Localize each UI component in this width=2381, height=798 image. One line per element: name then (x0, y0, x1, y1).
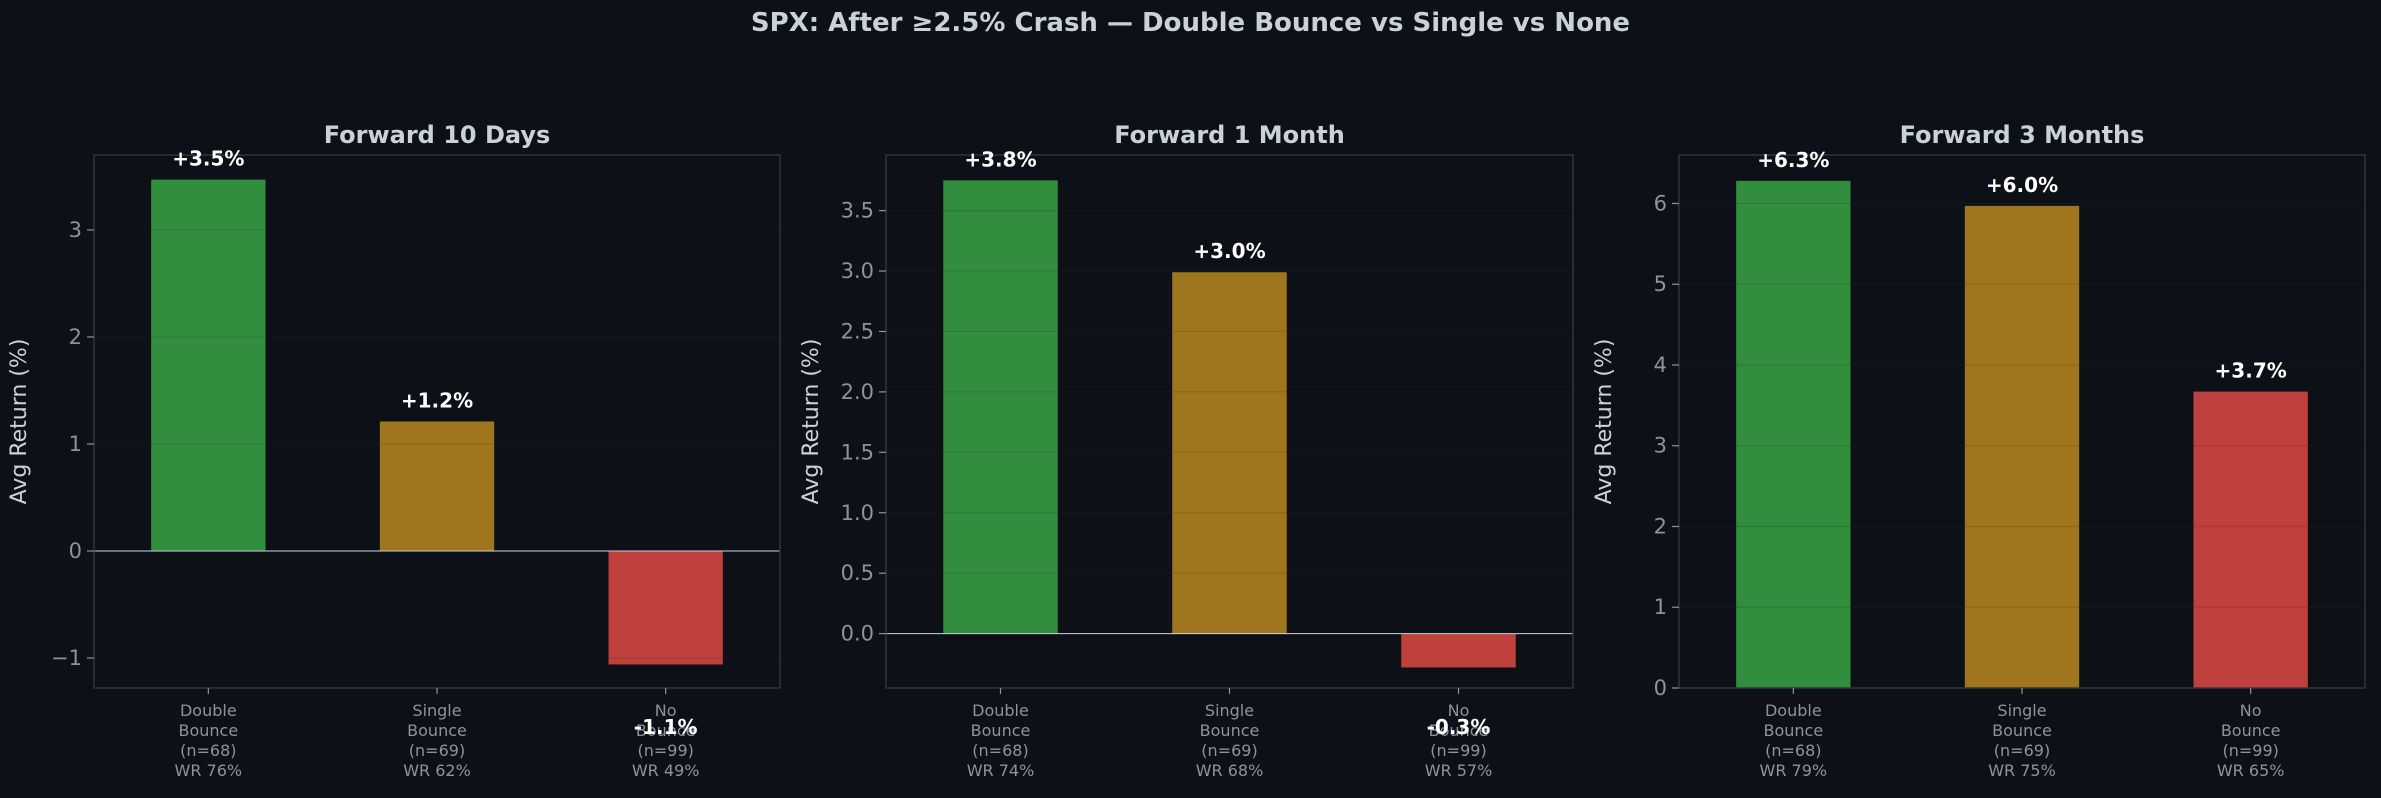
y-tick-label: 5 (1654, 272, 1667, 296)
data-label-3-2: +6.0% (1986, 173, 2058, 197)
x-tick-label: (n=99) (2222, 741, 2278, 760)
bar-3-1 (1736, 180, 1851, 689)
x-tick-label: WR 62% (403, 761, 471, 780)
panel-title-1: Forward 10 Days (324, 121, 551, 149)
x-tick-label: WR 68% (1196, 761, 1264, 780)
x-tick-label: (n=68) (1765, 741, 1821, 760)
x-tick-label: Bounce (1200, 721, 1260, 740)
data-label-1-3: -1.1% (634, 715, 698, 739)
y-tick-label: 2 (1654, 514, 1667, 538)
x-tick-label: WR 57% (1425, 761, 1493, 780)
x-tick-label: (n=68) (972, 741, 1028, 760)
x-tick-label: (n=99) (637, 741, 693, 760)
y-tick-label: 2.5 (841, 319, 874, 343)
data-label-3-3: +3.7% (2215, 359, 2287, 383)
bar-2-1 (943, 180, 1058, 634)
x-tick-label: Bounce (971, 721, 1031, 740)
y-tick-label: 3 (1654, 434, 1667, 458)
y-tick-label: 4 (1654, 353, 1667, 377)
bar-1-1 (151, 179, 266, 552)
x-tick-label: WR 79% (1760, 761, 1828, 780)
x-tick-label: Bounce (178, 721, 238, 740)
x-tick-label: (n=69) (409, 741, 465, 760)
y-tick-label: 3 (69, 218, 82, 242)
x-tick-label: Double (972, 701, 1029, 720)
x-tick-label: Bounce (1992, 721, 2052, 740)
x-tick-label: Double (180, 701, 237, 720)
x-tick-label: Bounce (407, 721, 467, 740)
x-tick-label: WR 75% (1988, 761, 2056, 780)
panel-title-2: Forward 1 Month (1114, 121, 1345, 149)
data-label-3-1: +6.3% (1757, 148, 1829, 172)
x-tick-label: Single (1205, 701, 1254, 720)
y-tick-label: 0 (1654, 676, 1667, 700)
y-tick-label: 3.0 (841, 259, 874, 283)
x-tick-label: Single (412, 701, 461, 720)
bar-3-2 (1964, 205, 2080, 689)
bar-1-2 (379, 421, 495, 552)
bar-1-3 (608, 551, 723, 665)
panel-title-3: Forward 3 Months (1900, 121, 2145, 149)
x-tick-label: WR 74% (967, 761, 1035, 780)
data-label-2-1: +3.8% (964, 147, 1036, 171)
data-label-2-3: -0.3% (1427, 715, 1491, 739)
x-tick-label: (n=69) (1201, 741, 1257, 760)
y-axis-label-2: Avg Return (%) (799, 339, 824, 505)
x-tick-label: No (655, 701, 677, 720)
y-tick-label: 3.5 (841, 199, 874, 223)
x-tick-label: Bounce (636, 721, 696, 740)
x-tick-label: (n=68) (180, 741, 236, 760)
y-tick-label: 6 (1654, 191, 1667, 215)
x-tick-label: Bounce (1429, 721, 1489, 740)
y-tick-label: 1 (69, 432, 82, 456)
y-tick-label: 1.5 (841, 440, 874, 464)
x-tick-label: (n=69) (1994, 741, 2050, 760)
bar-3-3 (2193, 391, 2308, 688)
x-tick-label: Single (1997, 701, 2046, 720)
y-axis-label-1: Avg Return (%) (7, 339, 32, 505)
figure-title: SPX: After ≥2.5% Crash — Double Bounce v… (750, 8, 1631, 38)
x-tick-label: Bounce (1763, 721, 1823, 740)
x-tick-label: (n=99) (1430, 741, 1486, 760)
y-tick-label: 1.0 (841, 501, 874, 525)
y-tick-label: 0.5 (841, 561, 874, 585)
x-tick-label: Double (1765, 701, 1822, 720)
x-tick-label: WR 65% (2217, 761, 2285, 780)
y-tick-label: −1 (51, 646, 82, 670)
x-tick-label: WR 76% (175, 761, 243, 780)
y-tick-label: 2 (69, 325, 82, 349)
bar-2-2 (1172, 272, 1287, 634)
x-tick-label: No (1448, 701, 1470, 720)
y-tick-label: 0.0 (841, 622, 874, 646)
x-tick-label: Bounce (2221, 721, 2281, 740)
data-label-2-2: +3.0% (1193, 239, 1265, 263)
y-tick-label: 1 (1654, 595, 1667, 619)
bar-2-3 (1401, 633, 1516, 668)
y-tick-label: 0 (69, 539, 82, 563)
y-tick-label: 2.0 (841, 380, 874, 404)
data-label-1-1: +3.5% (172, 147, 244, 171)
x-tick-label: No (2240, 701, 2262, 720)
y-axis-label-3: Avg Return (%) (1592, 339, 1617, 505)
data-label-1-2: +1.2% (401, 389, 473, 413)
x-tick-label: WR 49% (632, 761, 700, 780)
